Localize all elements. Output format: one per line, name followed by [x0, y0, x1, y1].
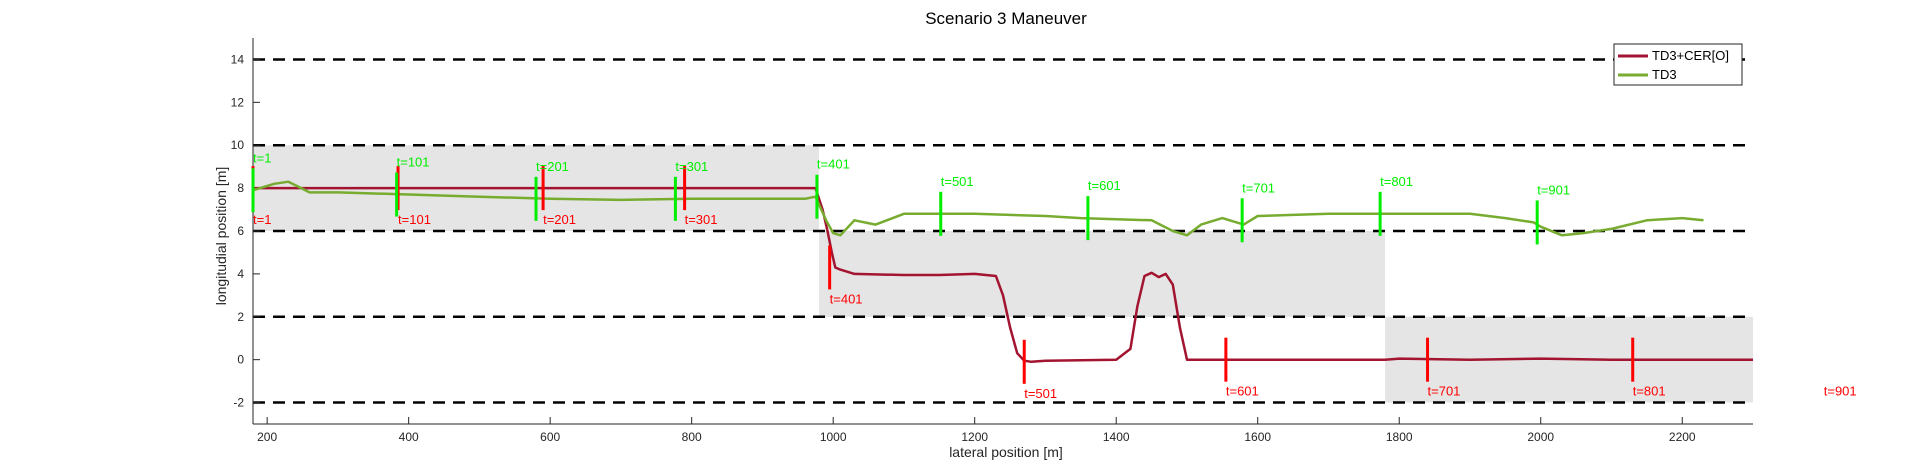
x-tick-label-800: 800: [682, 430, 702, 444]
y-tick-label-0: 0: [237, 353, 244, 367]
x-tick-label-600: 600: [540, 430, 560, 444]
time-marker-label-td3-1: t=101: [397, 155, 430, 170]
x-tick-label-1000: 1000: [820, 430, 847, 444]
y-tick-label-14: 14: [231, 52, 245, 66]
time-marker-label-td3-cer-4: t=401: [830, 291, 863, 306]
time-marker-label-td3-cer-0: t=1: [253, 212, 271, 227]
time-marker-label-td3-cer-9: t=901: [1824, 384, 1857, 399]
y-tick-label-8: 8: [237, 181, 244, 195]
time-marker-label-td3-6: t=601: [1088, 178, 1121, 193]
time-marker-label-td3-cer-7: t=701: [1428, 384, 1461, 399]
time-marker-label-td3-7: t=701: [1242, 180, 1275, 195]
plot-area: 200 400 600 800 1000 1200 1400 1600 1800 2000 2200…: [231, 38, 1857, 444]
time-marker-label-td3-2: t=201: [536, 159, 569, 174]
time-marker-label-td3-9: t=901: [1537, 182, 1570, 197]
x-tick-label-2000: 2000: [1527, 430, 1554, 444]
x-tick-label-200: 200: [257, 430, 277, 444]
x-axis-label: lateral position [m]: [949, 444, 1063, 460]
time-marker-label-td3-cer-1: t=101: [398, 212, 431, 227]
y-axis-label: longitudial position [m]: [213, 167, 229, 306]
x-tick-label-1800: 1800: [1386, 430, 1413, 444]
time-marker-label-td3-5: t=501: [941, 174, 974, 189]
time-marker-label-td3-cer-8: t=801: [1633, 384, 1666, 399]
legend-box: [1613, 43, 1743, 86]
y-tick-label-6: 6: [237, 224, 244, 238]
x-tick-label-1200: 1200: [961, 430, 988, 444]
chart-title: Scenario 3 Maneuver: [925, 9, 1087, 28]
time-marker-label-td3-cer-3: t=301: [685, 212, 718, 227]
time-marker-label-td3-8: t=801: [1380, 174, 1413, 189]
legend-label-td3: TD3: [1652, 67, 1677, 82]
y-tick-label-12: 12: [231, 95, 245, 109]
time-marker-label-td3-0: t=1: [253, 150, 271, 165]
y-tick-label-4: 4: [237, 267, 244, 281]
legend: TD3+CER[O] TD3: [1613, 43, 1743, 86]
time-marker-label-td3-cer-6: t=601: [1226, 384, 1259, 399]
y-tick-label-10: 10: [231, 138, 245, 152]
time-marker-label-td3-4: t=401: [817, 157, 850, 172]
x-tick-label-1400: 1400: [1103, 430, 1130, 444]
x-tick-label-2200: 2200: [1669, 430, 1696, 444]
series-line-td3: [252, 180, 1704, 237]
y-tick-label--2: -2: [233, 396, 244, 410]
x-tick-label-1600: 1600: [1244, 430, 1271, 444]
time-marker-label-td3-3: t=301: [675, 159, 708, 174]
time-marker-label-td3-cer-5: t=501: [1024, 386, 1057, 401]
x-tick-label-400: 400: [399, 430, 419, 444]
y-tick-label-2: 2: [237, 310, 244, 324]
legend-label-td3-cer: TD3+CER[O]: [1652, 48, 1729, 63]
time-marker-label-td3-cer-2: t=201: [543, 212, 576, 227]
